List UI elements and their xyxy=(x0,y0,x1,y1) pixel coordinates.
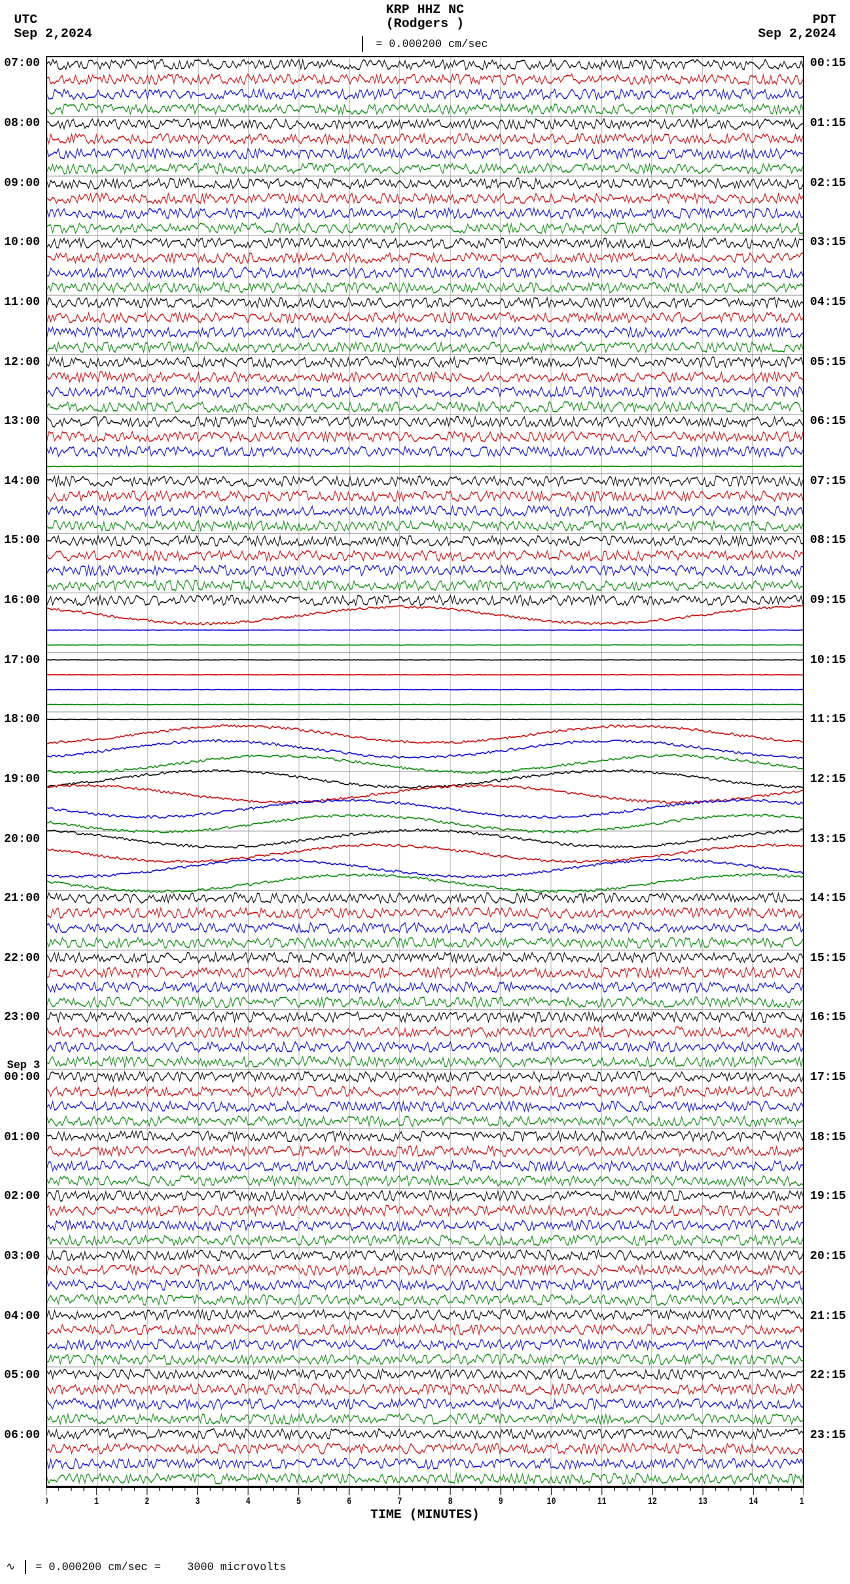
utc-hour-label: 23:00 xyxy=(0,1011,44,1023)
scale-bar-icon xyxy=(362,36,363,52)
station-code: KRP HHZ NC xyxy=(0,2,850,17)
pdt-time-axis: 00:15 01:15 02:15 03:15 04:15 05:15 06:15 07:15… xyxy=(806,56,850,1487)
pdt-hour-label: 03:15 xyxy=(806,236,850,248)
pdt-hour-label: 19:15 xyxy=(806,1190,850,1202)
svg-text:9: 9 xyxy=(499,1496,504,1505)
x-axis-label: TIME (MINUTES) xyxy=(46,1507,804,1522)
pdt-hour-label: 23:15 xyxy=(806,1429,850,1441)
footer-scale: ∿ = 0.000200 cm/sec = 3000 microvolts xyxy=(6,1560,286,1574)
utc-hour-label: 13:00 xyxy=(0,415,44,427)
footer-text-right: 3000 microvolts xyxy=(187,1562,286,1574)
svg-text:14: 14 xyxy=(749,1496,759,1505)
pdt-hour-label: 07:15 xyxy=(806,475,850,487)
svg-text:0: 0 xyxy=(46,1496,48,1505)
pdt-hour-label: 15:15 xyxy=(806,952,850,964)
pdt-hour-label: 09:15 xyxy=(806,594,850,606)
svg-text:4: 4 xyxy=(246,1496,251,1505)
svg-text:13: 13 xyxy=(698,1496,707,1505)
svg-text:10: 10 xyxy=(547,1496,556,1505)
svg-text:6: 6 xyxy=(347,1496,352,1505)
utc-hour-label: 08:00 xyxy=(0,117,44,129)
utc-hour-label: 09:00 xyxy=(0,177,44,189)
seismogram-traces xyxy=(47,57,803,1486)
utc-hour-label: 02:00 xyxy=(0,1190,44,1202)
pdt-hour-label: 14:15 xyxy=(806,892,850,904)
utc-time-axis: 07:00 08:00 09:00 10:00 11:00 12:00 13:00 14:00… xyxy=(0,56,44,1487)
utc-hour-label: 21:00 xyxy=(0,892,44,904)
utc-hour-label: 12:00 xyxy=(0,356,44,368)
utc-hour-label: 16:00 xyxy=(0,594,44,606)
pdt-hour-label: 04:15 xyxy=(806,296,850,308)
helicorder-plot: 07:00 08:00 09:00 10:00 11:00 12:00 13:00 14:00… xyxy=(0,56,850,1529)
utc-hour-label: 15:00 xyxy=(0,534,44,546)
svg-text:1: 1 xyxy=(94,1496,99,1505)
pdt-hour-label: 02:15 xyxy=(806,177,850,189)
svg-text:7: 7 xyxy=(397,1496,402,1505)
pdt-hour-label: 08:15 xyxy=(806,534,850,546)
utc-hour-label: 05:00 xyxy=(0,1369,44,1381)
pdt-hour-label: 18:15 xyxy=(806,1131,850,1143)
scale-indicator: = 0.000200 cm/sec xyxy=(0,36,850,52)
utc-hour-label: 00:00 xyxy=(0,1071,44,1083)
pdt-hour-label: 11:15 xyxy=(806,713,850,725)
svg-text:8: 8 xyxy=(448,1496,453,1505)
utc-hour-label: 22:00 xyxy=(0,952,44,964)
pdt-hour-label: 20:15 xyxy=(806,1250,850,1262)
utc-hour-label: 01:00 xyxy=(0,1131,44,1143)
utc-hour-label: 10:00 xyxy=(0,236,44,248)
utc-hour-label: 19:00 xyxy=(0,773,44,785)
svg-text:2: 2 xyxy=(145,1496,150,1505)
pdt-hour-label: 01:15 xyxy=(806,117,850,129)
utc-hour-label: 20:00 xyxy=(0,833,44,845)
footer-bar-icon xyxy=(25,1560,26,1574)
pdt-hour-label: 16:15 xyxy=(806,1011,850,1023)
pdt-hour-label: 06:15 xyxy=(806,415,850,427)
x-axis-ticks: 0123456789101112131415 xyxy=(46,1487,804,1505)
utc-hour-label: 04:00 xyxy=(0,1310,44,1322)
utc-hour-label: 03:00 xyxy=(0,1250,44,1262)
pdt-hour-label: 05:15 xyxy=(806,356,850,368)
svg-text:11: 11 xyxy=(597,1496,606,1505)
utc-hour-label: 07:00 xyxy=(0,57,44,69)
utc-hour-label: 11:00 xyxy=(0,296,44,308)
pdt-hour-label: 21:15 xyxy=(806,1310,850,1322)
utc-hour-label: 17:00 xyxy=(0,654,44,666)
utc-hour-label: 06:00 xyxy=(0,1429,44,1441)
svg-text:15: 15 xyxy=(799,1496,804,1505)
utc-hour-label: 18:00 xyxy=(0,713,44,725)
station-location: (Rodgers ) xyxy=(0,16,850,31)
svg-text:12: 12 xyxy=(648,1496,657,1505)
x-axis: 0123456789101112131415 TIME (MINUTES) xyxy=(46,1487,804,1529)
pdt-hour-label: 00:15 xyxy=(806,57,850,69)
footer-text-left: = 0.000200 cm/sec = xyxy=(35,1562,160,1574)
plot-area xyxy=(46,56,804,1487)
pdt-hour-label: 22:15 xyxy=(806,1369,850,1381)
pdt-hour-label: 17:15 xyxy=(806,1071,850,1083)
svg-text:3: 3 xyxy=(195,1496,200,1505)
pdt-hour-label: 12:15 xyxy=(806,773,850,785)
utc-hour-label: 14:00 xyxy=(0,475,44,487)
footer-wave-icon: ∿ xyxy=(6,1562,15,1574)
pdt-hour-label: 13:15 xyxy=(806,833,850,845)
header: UTC Sep 2,2024 PDT Sep 2,2024 KRP HHZ NC… xyxy=(0,0,850,50)
pdt-hour-label: 10:15 xyxy=(806,654,850,666)
svg-text:5: 5 xyxy=(296,1496,301,1505)
scale-text: = 0.000200 cm/sec xyxy=(376,39,488,51)
